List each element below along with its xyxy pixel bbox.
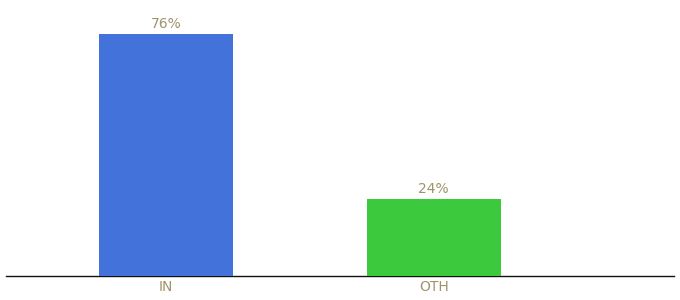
Bar [367, 199, 500, 276]
Text: 76%: 76% [151, 17, 182, 31]
Text: 24%: 24% [418, 182, 449, 196]
Bar [99, 34, 233, 276]
